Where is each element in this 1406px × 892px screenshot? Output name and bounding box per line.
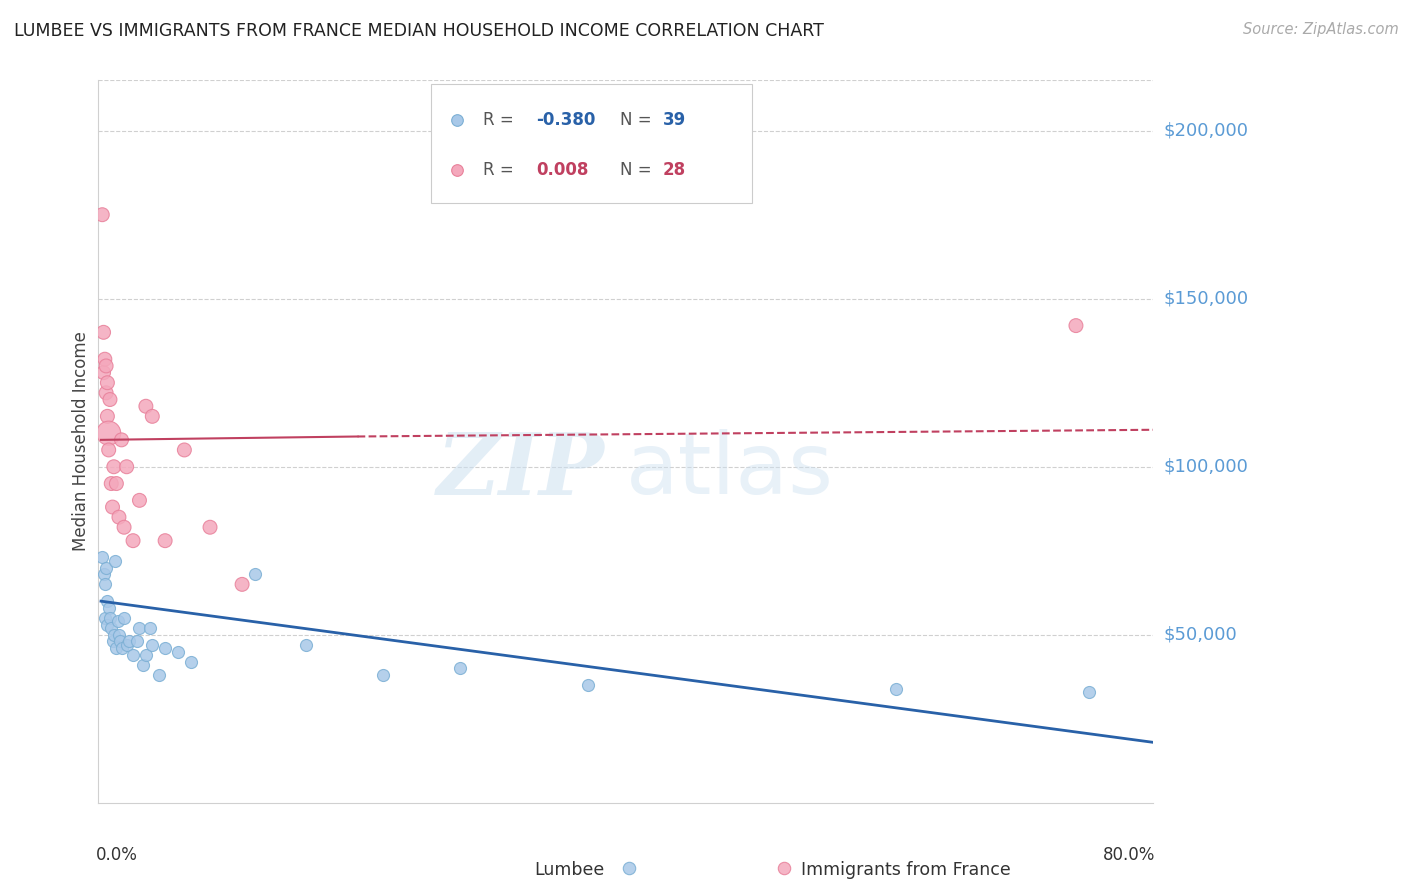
Text: 0.008: 0.008 <box>536 161 589 178</box>
Point <box>1064 318 1087 333</box>
Point <box>105 641 128 656</box>
Text: $200,000: $200,000 <box>1164 121 1249 140</box>
Text: 39: 39 <box>662 111 686 128</box>
Point <box>108 628 131 642</box>
Text: N =: N = <box>620 111 657 128</box>
Point <box>128 621 150 635</box>
Point <box>112 520 135 534</box>
Point <box>98 611 121 625</box>
Point <box>1077 685 1099 699</box>
Point <box>125 634 148 648</box>
Point <box>153 533 176 548</box>
Point <box>103 459 125 474</box>
Point <box>101 634 124 648</box>
Point <box>180 655 202 669</box>
Point <box>105 476 128 491</box>
Text: ZIP: ZIP <box>437 429 605 512</box>
Point <box>110 634 132 648</box>
Text: -0.380: -0.380 <box>536 111 595 128</box>
Text: 28: 28 <box>662 161 686 178</box>
Point <box>132 658 155 673</box>
Point <box>128 493 150 508</box>
Point <box>93 326 115 340</box>
Point <box>198 520 221 534</box>
Point <box>91 208 114 222</box>
Point <box>96 617 118 632</box>
Point <box>97 600 120 615</box>
Point <box>93 366 115 380</box>
Text: R =: R = <box>484 161 519 178</box>
Point <box>619 861 641 875</box>
Point <box>243 567 266 582</box>
Point <box>115 638 138 652</box>
Text: $50,000: $50,000 <box>1164 626 1237 644</box>
Point <box>122 648 145 662</box>
Point <box>94 352 117 367</box>
Point <box>141 638 163 652</box>
Point <box>94 560 117 574</box>
Point <box>91 550 114 565</box>
Point <box>167 644 190 658</box>
Point <box>295 638 318 652</box>
Text: Lumbee: Lumbee <box>534 861 605 879</box>
Point <box>94 359 117 373</box>
Point <box>96 409 118 424</box>
Point <box>98 392 121 407</box>
Point <box>93 567 115 582</box>
Point <box>94 577 117 591</box>
Point <box>104 554 127 568</box>
Point <box>173 442 195 457</box>
Point <box>108 510 131 524</box>
Y-axis label: Median Household Income: Median Household Income <box>72 332 90 551</box>
Point <box>100 476 122 491</box>
Point <box>118 634 141 648</box>
Text: $150,000: $150,000 <box>1164 290 1249 308</box>
Point <box>115 459 138 474</box>
Point <box>103 628 125 642</box>
Point <box>100 621 122 635</box>
Point <box>94 611 117 625</box>
Point <box>94 385 117 400</box>
Text: Source: ZipAtlas.com: Source: ZipAtlas.com <box>1243 22 1399 37</box>
Point <box>153 641 176 656</box>
Text: 0.0%: 0.0% <box>97 847 138 864</box>
Point <box>886 681 908 696</box>
Point <box>110 433 132 447</box>
Point <box>231 577 253 591</box>
Text: atlas: atlas <box>626 429 834 512</box>
Point <box>373 668 395 682</box>
Point <box>107 615 129 629</box>
Text: LUMBEE VS IMMIGRANTS FROM FRANCE MEDIAN HOUSEHOLD INCOME CORRELATION CHART: LUMBEE VS IMMIGRANTS FROM FRANCE MEDIAN … <box>14 22 824 40</box>
Point <box>141 409 163 424</box>
Point <box>122 533 145 548</box>
Point <box>526 796 548 810</box>
Point <box>773 861 796 875</box>
Point <box>578 678 600 692</box>
Point <box>101 500 124 514</box>
Point <box>135 399 157 413</box>
Point <box>97 442 120 457</box>
Point <box>138 621 160 635</box>
Point <box>135 648 157 662</box>
Point <box>110 641 132 656</box>
Text: Immigrants from France: Immigrants from France <box>801 861 1011 879</box>
Point <box>112 611 135 625</box>
Point <box>449 661 471 675</box>
Text: $100,000: $100,000 <box>1164 458 1249 475</box>
Point <box>148 668 170 682</box>
Point <box>97 426 120 441</box>
Point <box>96 376 118 390</box>
Text: 80.0%: 80.0% <box>1102 847 1156 864</box>
FancyBboxPatch shape <box>430 84 752 203</box>
Point <box>96 594 118 608</box>
Text: R =: R = <box>484 111 519 128</box>
Point <box>526 796 548 810</box>
Text: N =: N = <box>620 161 657 178</box>
